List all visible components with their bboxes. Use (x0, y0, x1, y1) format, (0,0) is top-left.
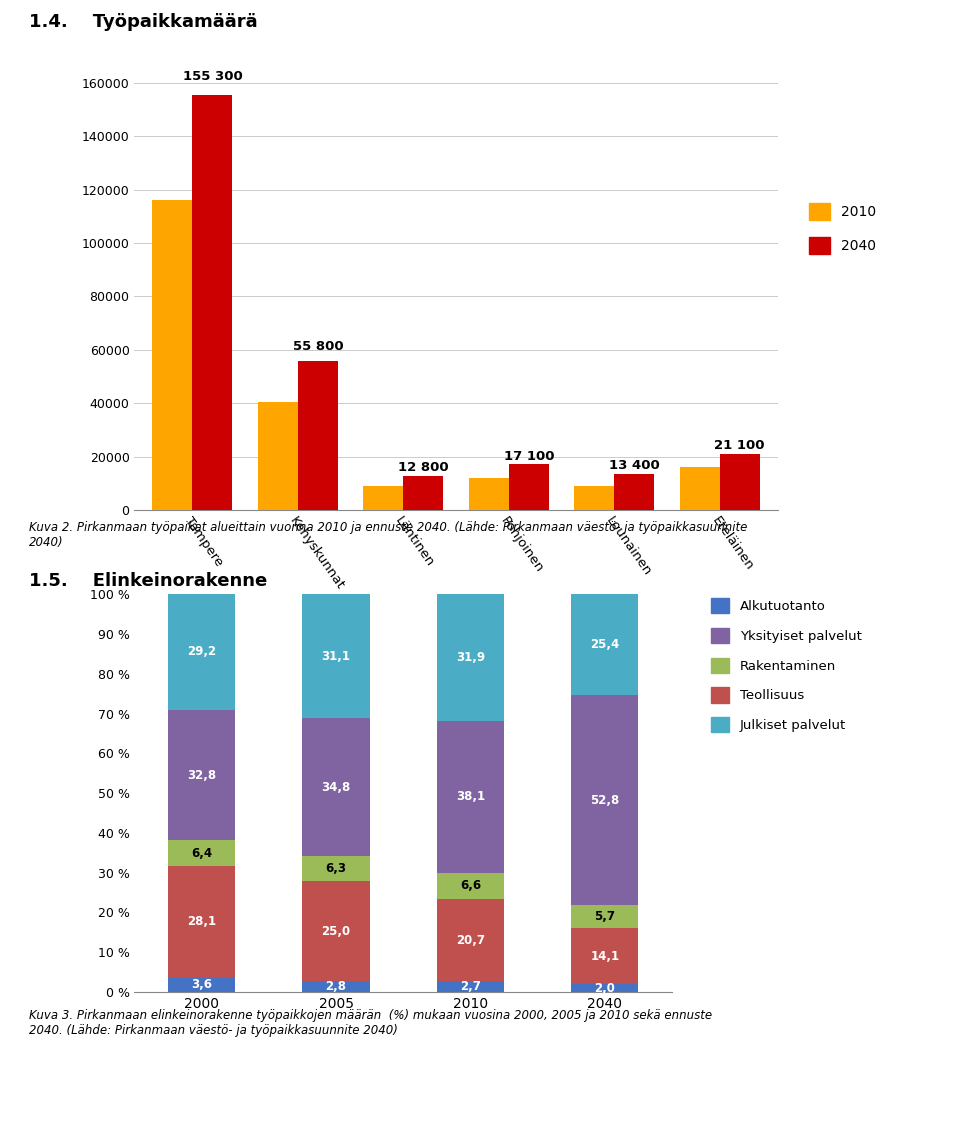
Bar (168, 978, 235, 992)
Bar (302, 881, 370, 981)
Legend: Alkutuotanto, Yksityiset palvelut, Rakentaminen, Teollisuus, Julkiset palvelut: Alkutuotanto, Yksityiset palvelut, Raken… (706, 593, 867, 738)
Bar (437, 594, 504, 721)
Bar (168, 841, 235, 865)
Legend: 2010, 2040: 2010, 2040 (804, 197, 882, 259)
Text: 5,7: 5,7 (594, 910, 615, 924)
Bar (302, 717, 370, 856)
Bar (437, 899, 504, 981)
Text: 1.4.    Työpaikkamäärä: 1.4. Työpaikkamäärä (29, 13, 257, 31)
Bar (302, 981, 370, 992)
Text: 34,8: 34,8 (322, 780, 350, 794)
Bar (437, 872, 504, 899)
Text: 2,0: 2,0 (594, 982, 615, 994)
Text: 25,0: 25,0 (322, 925, 350, 937)
Bar (403, 476, 444, 510)
Text: 31,1: 31,1 (322, 649, 350, 663)
Bar (468, 478, 509, 510)
Bar (168, 710, 235, 841)
Bar (437, 981, 504, 992)
Bar (302, 856, 370, 881)
Bar (437, 721, 504, 872)
Text: 2,7: 2,7 (460, 980, 481, 993)
Text: 12 800: 12 800 (398, 461, 448, 474)
Bar (571, 928, 638, 984)
Text: 20,7: 20,7 (456, 934, 485, 946)
Bar (258, 402, 298, 510)
Text: 31,9: 31,9 (456, 651, 485, 664)
Text: 6,3: 6,3 (325, 862, 347, 876)
Bar (192, 95, 232, 510)
Bar (571, 594, 638, 695)
Text: 25,4: 25,4 (590, 638, 619, 651)
Text: 55 800: 55 800 (293, 340, 343, 353)
Bar (168, 865, 235, 978)
Text: 21 100: 21 100 (714, 438, 765, 452)
Bar (153, 201, 192, 510)
Text: 52,8: 52,8 (590, 794, 619, 807)
Text: 32,8: 32,8 (187, 769, 216, 781)
Text: 2,8: 2,8 (325, 980, 347, 993)
Bar (168, 594, 235, 710)
Text: 3,6: 3,6 (191, 979, 212, 991)
Text: 155 300: 155 300 (182, 71, 242, 83)
Bar (720, 454, 759, 510)
Text: 1.5.    Elinkeinorakenne: 1.5. Elinkeinorakenne (29, 572, 267, 590)
Text: 13 400: 13 400 (609, 460, 660, 472)
Text: 17 100: 17 100 (503, 450, 554, 463)
Bar (571, 906, 638, 928)
Text: 38,1: 38,1 (456, 790, 485, 804)
Bar (680, 467, 720, 510)
Bar (571, 695, 638, 906)
Text: 6,4: 6,4 (191, 846, 212, 860)
Text: 14,1: 14,1 (590, 949, 619, 963)
Text: 28,1: 28,1 (187, 916, 216, 928)
Bar (298, 361, 338, 510)
Text: 6,6: 6,6 (460, 879, 481, 892)
Bar (302, 594, 370, 717)
Text: Kuva 2. Pirkanmaan työpaikat alueittain vuonna 2010 ja ennuste 2040. (Lähde: Pir: Kuva 2. Pirkanmaan työpaikat alueittain … (29, 521, 747, 549)
Text: Kuva 3. Pirkanmaan elinkeinorakenne työpaikkojen määrän  (%) mukaan vuosina 2000: Kuva 3. Pirkanmaan elinkeinorakenne työp… (29, 1009, 712, 1037)
Bar (571, 984, 638, 992)
Bar (509, 464, 549, 510)
Bar (363, 487, 403, 510)
Bar (614, 474, 654, 510)
Bar (574, 487, 614, 510)
Text: 29,2: 29,2 (187, 646, 216, 658)
